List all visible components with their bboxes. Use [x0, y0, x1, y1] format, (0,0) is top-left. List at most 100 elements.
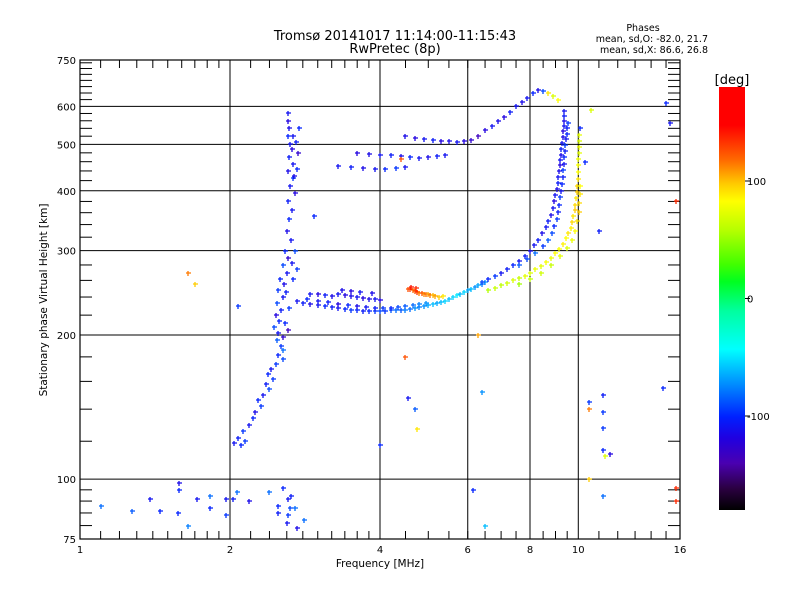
data-point [295, 167, 300, 172]
data-point [664, 101, 669, 106]
data-point [330, 305, 335, 310]
data-point [557, 169, 562, 174]
data-point [251, 416, 256, 421]
data-point [544, 260, 549, 265]
data-point [373, 306, 378, 311]
data-point [431, 302, 436, 307]
data-point [553, 193, 558, 198]
data-point [355, 151, 360, 156]
data-point [264, 382, 269, 387]
data-point [435, 301, 440, 306]
y-tick-label: 100 [57, 475, 76, 486]
data-point [523, 254, 528, 259]
data-point [540, 231, 545, 236]
data-point [283, 321, 288, 326]
data-point [224, 513, 229, 518]
data-point [496, 119, 501, 124]
data-point [403, 304, 408, 309]
data-point [458, 292, 463, 297]
data-point [556, 175, 561, 180]
data-point [403, 134, 408, 139]
data-point [551, 206, 556, 211]
data-point [285, 521, 290, 526]
data-point [562, 114, 567, 119]
series-f2-o-mode-rising-branch [480, 109, 571, 285]
data-point [563, 143, 568, 148]
data-point [569, 226, 574, 231]
data-point [528, 271, 533, 276]
data-point [286, 111, 291, 116]
data-point [576, 177, 581, 182]
data-point [517, 282, 522, 287]
data-point [555, 187, 560, 192]
data-point [130, 509, 135, 514]
data-point [562, 119, 567, 124]
data-point [276, 353, 281, 358]
data-point [424, 301, 429, 306]
data-point [232, 441, 237, 446]
data-point [286, 119, 291, 124]
data-point [550, 231, 555, 236]
data-point [231, 497, 236, 502]
data-point [455, 293, 460, 298]
data-point [533, 267, 538, 272]
data-point [573, 229, 578, 234]
data-point [389, 306, 394, 311]
data-point [336, 164, 341, 169]
data-point [539, 264, 544, 269]
chart-title: Tromsø 20141017 11:14:00-11:15:43 [273, 29, 516, 44]
x-tick-label: 10 [572, 545, 585, 556]
data-point [601, 426, 606, 431]
data-point [373, 167, 378, 172]
data-point [514, 104, 519, 109]
data-point [275, 338, 280, 343]
data-point [408, 307, 413, 312]
data-point [571, 214, 576, 219]
data-point [493, 286, 498, 291]
data-point [562, 124, 567, 129]
data-point [525, 257, 530, 262]
data-point [556, 98, 561, 103]
data-point [408, 155, 413, 160]
x-axis-label: Frequency [MHz] [336, 558, 424, 570]
data-point [399, 157, 404, 162]
data-point [483, 524, 488, 529]
data-point [413, 306, 418, 311]
plot-frame [79, 59, 681, 540]
data-point [502, 115, 507, 120]
data-point [224, 497, 229, 502]
data-point [443, 299, 448, 304]
data-point [546, 91, 551, 96]
y-tick-label: 500 [57, 140, 76, 151]
data-point [364, 305, 369, 310]
data-point [293, 249, 298, 254]
data-point [177, 488, 182, 493]
series-f2-x-mode-segment-orange- [406, 285, 446, 300]
data-point [536, 238, 541, 243]
data-point [546, 238, 551, 243]
data-point [541, 89, 546, 94]
data-point [441, 294, 446, 299]
data-point [286, 199, 291, 204]
data-point [301, 301, 306, 306]
data-point [587, 477, 592, 482]
y-tick-label: 200 [57, 331, 76, 342]
data-point [336, 292, 341, 297]
data-point [284, 290, 289, 295]
data-point [302, 518, 307, 523]
data-point [367, 309, 372, 314]
data-point [476, 283, 481, 288]
y-tick-label: 75 [63, 535, 76, 546]
data-point [575, 190, 580, 195]
data-point [415, 427, 420, 432]
data-point [577, 151, 582, 156]
data-point [247, 499, 252, 504]
data-point [476, 333, 481, 338]
data-point [279, 344, 284, 349]
data-point [276, 288, 281, 293]
data-point [577, 139, 582, 144]
data-point [288, 506, 293, 511]
data-point [295, 526, 300, 531]
data-point [413, 407, 418, 412]
data-point [490, 124, 495, 129]
